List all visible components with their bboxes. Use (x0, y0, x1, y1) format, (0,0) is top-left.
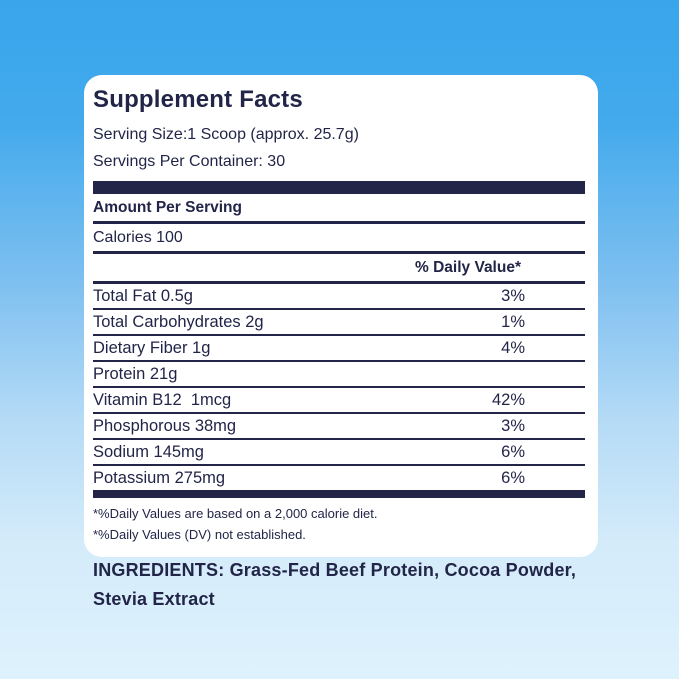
nutrient-row-vitamin-b12: Vitamin B12 1mcg 42% (93, 388, 585, 414)
nutrient-daily-value: 6% (501, 442, 525, 461)
nutrient-name: Vitamin B12 1mcg (93, 390, 232, 409)
nutrient-name: Total Fat 0.5g (93, 286, 193, 305)
supplement-facts-panel: Supplement Facts Serving Size:1 Scoop (a… (84, 75, 598, 557)
nutrient-row-sodium: Sodium 145mg 6% (93, 440, 585, 466)
nutrient-name: Protein 21g (93, 364, 178, 383)
nutrient-name: Total Carbohydrates 2g (93, 312, 264, 331)
nutrient-daily-value: 1% (501, 312, 525, 331)
nutrient-row-protein: Protein 21g (93, 362, 585, 388)
divider-bar-bottom (93, 492, 585, 498)
divider-bar-top (93, 181, 585, 194)
nutrient-row-total-carbohydrates: Total Carbohydrates 2g 1% (93, 310, 585, 336)
nutrient-row-dietary-fiber: Dietary Fiber 1g 4% (93, 336, 585, 362)
nutrient-name: Potassium 275mg (93, 468, 226, 487)
nutrient-daily-value: 6% (501, 468, 525, 487)
nutrient-daily-value: 3% (501, 286, 525, 305)
daily-value-header-label: % Daily Value* (415, 258, 521, 276)
nutrient-name: Phosphorous 38mg (93, 416, 237, 435)
nutrient-row-potassium: Potassium 275mg 6% (93, 466, 585, 492)
calories-row: Calories 100 (93, 224, 585, 254)
nutrient-daily-value: 4% (501, 338, 525, 357)
nutrient-row-total-fat: Total Fat 0.5g 3% (93, 284, 585, 310)
serving-size-text: Serving Size:1 Scoop (approx. 25.7g) (93, 126, 359, 143)
nutrient-name: Dietary Fiber 1g (93, 338, 211, 357)
daily-value-header-row: % Daily Value* (93, 254, 585, 284)
ingredients-text: INGREDIENTS: Grass-Fed Beef Protein, Coc… (93, 560, 577, 609)
footnote-dv-not-established: *%Daily Values (DV) not established. (93, 526, 306, 542)
amount-per-serving-row: Amount Per Serving (93, 194, 585, 224)
nutrient-name: Sodium 145mg (93, 442, 204, 461)
amount-per-serving-label: Amount Per Serving (93, 198, 242, 216)
calories-label: Calories 100 (93, 228, 183, 246)
nutrient-daily-value: 3% (501, 416, 525, 435)
nutrient-daily-value: 42% (491, 390, 525, 409)
nutrient-row-phosphorous: Phosphorous 38mg 3% (93, 414, 585, 440)
footnote-daily-values: *%Daily Values are based on a 2,000 calo… (93, 506, 378, 521)
panel-title: Supplement Facts (93, 86, 303, 113)
footnotes: *%Daily Values are based on a 2,000 calo… (93, 504, 585, 545)
servings-per-container-text: Servings Per Container: 30 (93, 153, 286, 170)
